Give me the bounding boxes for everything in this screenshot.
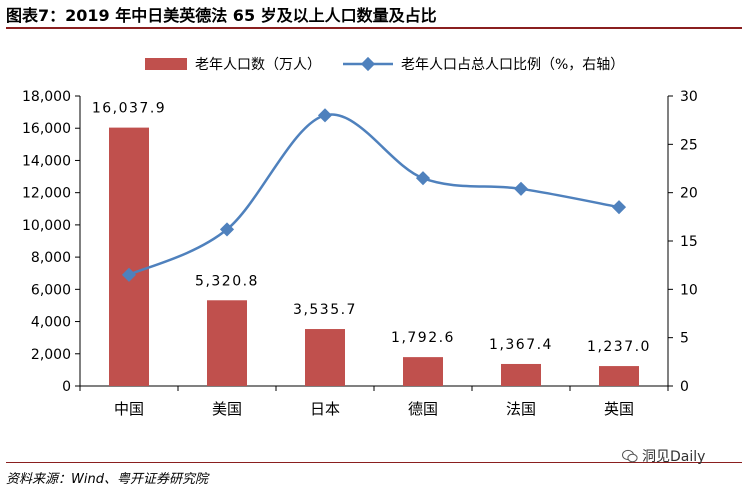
line-point-marker xyxy=(611,200,627,215)
x-tick-label: 英国 xyxy=(604,400,634,418)
title-divider xyxy=(6,27,742,29)
y-right-tick-label: 0 xyxy=(680,379,689,395)
line-point-marker xyxy=(121,267,137,282)
source-note: 资料来源：Wind、粤开证券研究院 xyxy=(6,472,208,487)
y-left-tick-label: 2,000 xyxy=(31,347,71,363)
watermark-text: 洞见Daily xyxy=(642,449,706,465)
y-right-tick-label: 20 xyxy=(680,186,698,202)
footer-divider xyxy=(6,462,742,463)
y-left-tick-label: 12,000 xyxy=(22,186,71,202)
bar-data-label: 16,037.9 xyxy=(92,101,166,117)
bar-data-label: 1,792.6 xyxy=(391,330,455,346)
line-point-marker xyxy=(415,171,431,186)
legend-swatch-bar xyxy=(145,58,187,70)
y-right-tick-label: 10 xyxy=(680,282,698,298)
y-left-tick-label: 6,000 xyxy=(31,282,71,298)
y-left-tick-label: 0 xyxy=(62,379,71,395)
bar xyxy=(109,127,149,387)
line-series xyxy=(128,113,620,276)
bar xyxy=(207,300,247,386)
y-left-tick-label: 16,000 xyxy=(22,121,71,137)
y-right-tick-label: 25 xyxy=(680,137,698,153)
line-point-marker xyxy=(219,222,235,237)
y-right-tick-label: 30 xyxy=(680,89,698,105)
x-tick-label: 中国 xyxy=(114,400,144,418)
legend-label-line: 老年人口占总人口比例（%，右轴） xyxy=(401,57,624,73)
y-left-tick-label: 18,000 xyxy=(22,89,71,105)
bar-data-label: 1,237.0 xyxy=(587,339,651,355)
bar xyxy=(403,357,443,386)
bar xyxy=(501,363,541,386)
legend-label-bar: 老年人口数（万人） xyxy=(195,57,321,73)
bar-data-label: 3,535.7 xyxy=(293,302,357,318)
x-tick-label: 德国 xyxy=(408,400,438,418)
y-right-tick-label: 5 xyxy=(680,331,689,347)
x-tick-label: 日本 xyxy=(310,400,340,418)
wechat-icon xyxy=(622,449,638,463)
y-left-tick-label: 8,000 xyxy=(31,250,71,266)
line-point-marker xyxy=(513,181,529,196)
y-right-tick-label: 15 xyxy=(680,234,698,250)
bar xyxy=(305,329,345,386)
legend-swatch-marker xyxy=(360,56,376,72)
line-point-marker xyxy=(317,108,333,123)
x-tick-label: 美国 xyxy=(212,400,242,418)
y-left-tick-label: 10,000 xyxy=(22,218,71,234)
bar-data-label: 5,320.8 xyxy=(195,273,259,289)
x-tick-label: 法国 xyxy=(506,400,536,418)
bar-data-label: 1,367.4 xyxy=(489,337,553,353)
y-left-tick-label: 14,000 xyxy=(22,153,71,169)
watermark: 洞见Daily xyxy=(622,446,705,466)
y-left-tick-label: 4,000 xyxy=(31,315,71,331)
chart-title: 图表7：2019 年中日美英德法 65 岁及以上人口数量及占比 xyxy=(6,6,437,25)
bar xyxy=(599,366,639,386)
